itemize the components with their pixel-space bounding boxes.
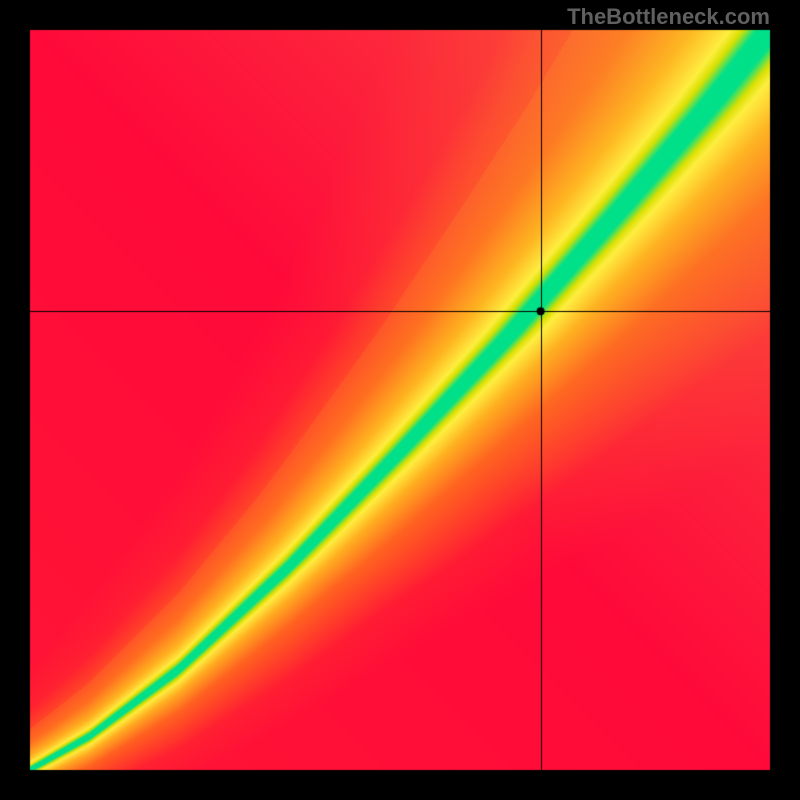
chart-container: TheBottleneck.com	[0, 0, 800, 800]
watermark-text: TheBottleneck.com	[567, 4, 770, 30]
bottleneck-heatmap	[0, 0, 800, 800]
